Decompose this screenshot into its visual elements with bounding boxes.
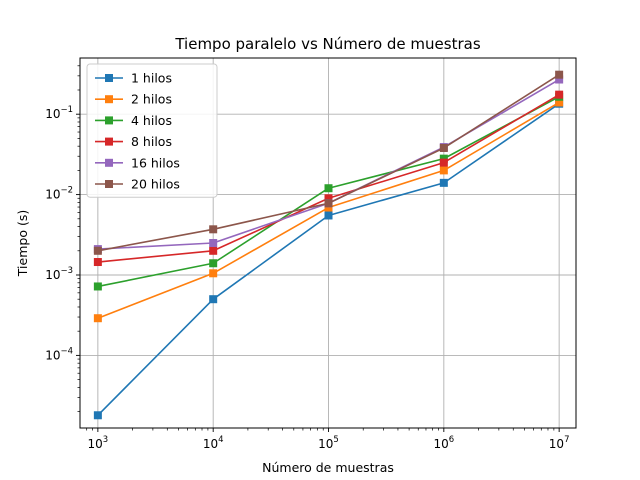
- data-point: [209, 295, 218, 304]
- legend-label: 20 hilos: [131, 177, 180, 192]
- data-point: [209, 269, 218, 278]
- y-tick-label: 10−1: [45, 105, 73, 121]
- data-point: [93, 246, 102, 255]
- y-tick-label: 10−4: [45, 346, 73, 362]
- data-point: [209, 225, 218, 234]
- data-point: [439, 166, 448, 175]
- data-point: [439, 158, 448, 167]
- legend-marker: [105, 116, 113, 125]
- data-point: [555, 98, 564, 107]
- x-tick-label: 107: [549, 435, 570, 451]
- data-point: [555, 90, 564, 99]
- data-point: [324, 211, 333, 220]
- y-axis-label: Tiempo (s): [15, 210, 30, 277]
- legend-item: 4 hilos: [95, 113, 172, 128]
- legend-marker: [105, 158, 113, 167]
- axis-ticks: 103 104 105 106 107 10−4 10−3 10−2 10−1: [45, 105, 569, 451]
- x-tick-label: 105: [318, 435, 339, 451]
- y-tick-label: 10−2: [45, 186, 73, 202]
- legend-item: 1 hilos: [95, 71, 172, 86]
- legend-label: 1 hilos: [131, 71, 172, 86]
- legend-item: 16 hilos: [95, 155, 180, 170]
- series-2-hilos: [93, 98, 564, 323]
- data-point: [93, 411, 102, 420]
- data-point: [324, 184, 333, 193]
- legend-marker: [105, 74, 113, 82]
- chart-title: Tiempo paralelo vs Número de muestras: [174, 35, 480, 53]
- legend-box: [86, 63, 218, 198]
- x-tick-label: 106: [433, 435, 454, 451]
- data-point: [555, 75, 564, 84]
- data-point: [93, 258, 102, 267]
- data-series: [93, 70, 564, 420]
- legend: 1 hilos 2 hilos 4 hilos 8 hilos 16 hilos 20 h…: [86, 63, 218, 198]
- data-point: [209, 259, 218, 268]
- x-axis-label: Número de muestras: [262, 460, 394, 475]
- legend-label: 16 hilos: [131, 155, 180, 170]
- data-point: [93, 282, 102, 291]
- data-point: [93, 314, 102, 323]
- y-tick-label: 10−3: [45, 266, 73, 282]
- series-20-hilos: [93, 70, 564, 255]
- legend-marker: [105, 95, 113, 104]
- data-point: [324, 199, 333, 208]
- data-point: [209, 239, 218, 247]
- data-point: [439, 143, 448, 152]
- legend-item: 20 hilos: [95, 177, 180, 192]
- data-point: [324, 203, 333, 212]
- data-point: [324, 194, 333, 203]
- data-point: [439, 178, 448, 187]
- legend-label: 8 hilos: [131, 134, 172, 149]
- legend-marker: [105, 180, 113, 188]
- legend-label: 2 hilos: [131, 92, 172, 107]
- data-point: [209, 246, 218, 255]
- legend-label: 4 hilos: [131, 113, 172, 128]
- series-8-hilos: [93, 90, 564, 267]
- legend-item: 8 hilos: [95, 134, 172, 149]
- legend-marker: [105, 137, 113, 146]
- plot-frame: [79, 57, 577, 429]
- data-point: [555, 70, 564, 79]
- x-tick-label: 104: [203, 435, 224, 451]
- legend-item: 2 hilos: [95, 92, 172, 107]
- x-tick-label: 103: [88, 435, 109, 451]
